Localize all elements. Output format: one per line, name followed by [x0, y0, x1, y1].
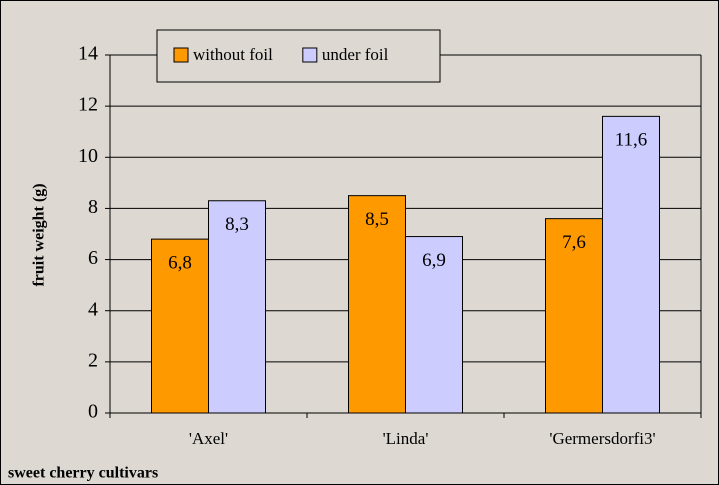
data-label: 6,9	[422, 250, 446, 271]
y-tick-label: 12	[78, 94, 98, 116]
bar	[208, 200, 266, 414]
y-tick-label: 8	[88, 196, 98, 218]
x-tick-label: 'Axel'	[189, 429, 228, 448]
data-label: 8,3	[225, 214, 249, 235]
legend-label: under foil	[322, 45, 389, 64]
legend-label: without foil	[193, 45, 273, 64]
y-tick-label: 4	[88, 298, 98, 320]
data-label: 8,5	[365, 209, 389, 230]
y-axis-title: fruit weight (g)	[31, 183, 48, 286]
data-label: 11,6	[615, 130, 648, 151]
y-tick-label: 0	[88, 401, 98, 423]
bar	[151, 238, 209, 414]
legend-swatch	[173, 47, 189, 63]
legend-box	[156, 29, 441, 83]
bar	[405, 236, 463, 414]
data-label: 6,8	[168, 252, 192, 273]
y-tick-label: 6	[88, 247, 98, 269]
x-axis-title: sweet cherry cultivars	[8, 465, 158, 482]
x-tick-label: 'Germersdorfi3'	[549, 429, 655, 448]
data-label: 7,6	[562, 232, 586, 253]
bar	[602, 115, 660, 414]
y-tick-label: 10	[78, 145, 98, 167]
y-tick-label: 14	[78, 43, 98, 65]
x-tick-label: 'Linda'	[383, 429, 429, 448]
legend-swatch	[302, 47, 318, 63]
y-tick-label: 2	[88, 349, 98, 371]
